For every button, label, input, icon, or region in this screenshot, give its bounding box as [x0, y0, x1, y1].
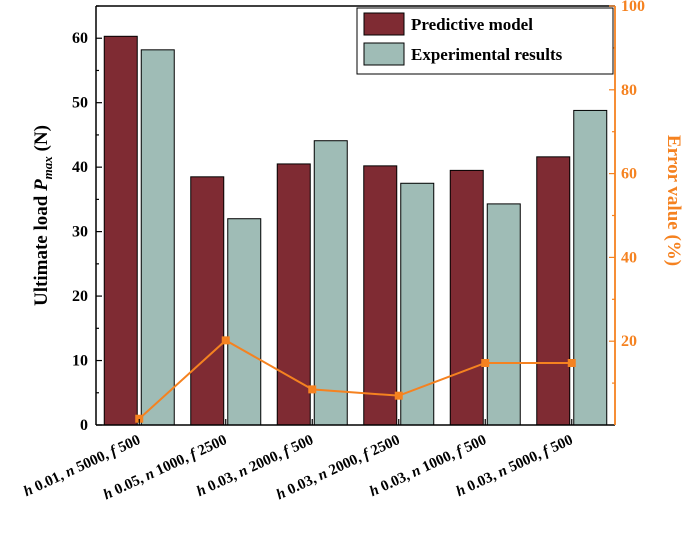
bar-experimental-results-2 [227, 218, 262, 426]
y2-tick-label: 100 [621, 0, 645, 15]
error-point-6 [567, 358, 576, 367]
bar-experimental-results-3 [313, 140, 348, 426]
error-point-2 [221, 336, 230, 345]
legend-swatch-1 [363, 12, 405, 36]
y-tick-label: 60 [72, 30, 88, 47]
y2-tick-label: 20 [621, 333, 637, 350]
bar-experimental-results-6 [573, 109, 608, 426]
bar-predictive-model-2 [190, 176, 225, 426]
error-point-4 [394, 391, 403, 400]
y-tick-label: 10 [72, 353, 88, 370]
error-line [138, 339, 572, 420]
y-tick-label: 20 [72, 288, 88, 305]
y2-axis-title: Error value (%) [663, 135, 684, 266]
y-tick-label: 0 [80, 417, 88, 434]
bar-predictive-model-4 [363, 165, 398, 426]
legend: Predictive model Experimental results [356, 7, 614, 75]
y-axis-title: Ultimate load Pmax (N) [31, 125, 55, 306]
legend-label-1: Predictive model [411, 15, 533, 34]
y2-tick-label: 80 [621, 82, 637, 99]
y-tick-label: 30 [72, 224, 88, 241]
plot-background [96, 6, 615, 425]
y-tick-label: 40 [72, 159, 88, 176]
chart-marks [103, 35, 608, 426]
legend-swatch-2 [363, 42, 405, 66]
legend-label-2: Experimental results [411, 45, 563, 64]
y2-tick-label: 40 [621, 249, 637, 266]
bar-predictive-model-1 [103, 35, 138, 426]
y2-tick-label: 60 [621, 166, 637, 183]
bar-experimental-results-5 [486, 203, 521, 426]
y-tick-label: 50 [72, 95, 88, 112]
bar-predictive-model-6 [536, 156, 571, 426]
bar-predictive-model-5 [449, 169, 484, 426]
plot-area [96, 6, 615, 425]
bar-experimental-results-1 [140, 49, 175, 426]
error-point-5 [481, 358, 490, 367]
error-point-3 [308, 385, 317, 394]
error-point-1 [135, 414, 144, 423]
